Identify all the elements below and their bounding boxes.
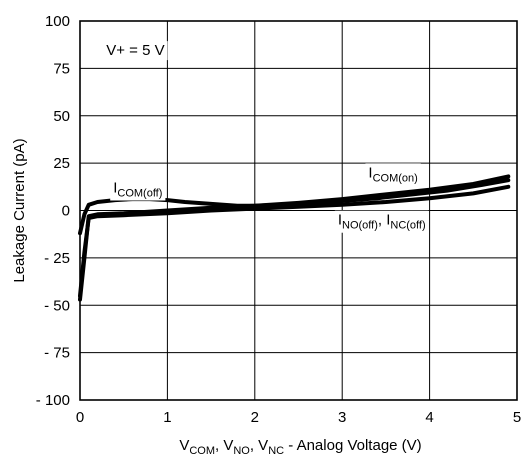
y-tick-label: 0 (62, 203, 70, 220)
x-tick-labels: 0 1 2 3 4 5 (76, 409, 521, 426)
y-tick-label: - 100 (36, 392, 70, 409)
series-line-3 (78, 184, 511, 298)
x-tick-label: 0 (76, 409, 84, 426)
grid-lines (80, 21, 517, 400)
x-tick-label: 2 (251, 409, 259, 426)
x-axis-title: VCOM, VNO, VNC - Analog Voltage (V) (179, 437, 421, 457)
y-tick-label: 25 (53, 155, 70, 172)
annotation-background (365, 163, 421, 186)
x-tick-label: 5 (513, 409, 521, 426)
y-tick-label: - 25 (44, 250, 70, 267)
series-line-1 (78, 178, 511, 236)
y-tick-label: - 75 (44, 345, 70, 362)
series-lines (78, 174, 511, 302)
annotation-background (103, 41, 168, 61)
y-tick-label: 75 (53, 60, 70, 77)
annotation-3: ICOM(on) (368, 164, 417, 184)
y-axis-title: Leakage Current (pA) (11, 138, 28, 282)
annotation-2: ICOM(off) (113, 179, 162, 199)
y-tick-label: - 50 (44, 297, 70, 314)
annotation-background (110, 178, 166, 201)
y-tick-label: 50 (53, 108, 70, 125)
x-tick-label: 1 (163, 409, 171, 426)
y-tick-labels: 100 75 50 25 0 - 25 - 50 - 75 - 100 (36, 13, 70, 409)
annotation-1: V+ = 5 V (106, 42, 164, 59)
x-tick-label: 3 (338, 409, 346, 426)
annotations: V+ = 5 V ICOM(off) ICOM(on) INO(off), INC(o… (103, 41, 429, 233)
plot-frame (79, 20, 518, 401)
y-tick-label: 100 (45, 13, 70, 30)
annotation-background (334, 210, 429, 233)
x-tick-label: 4 (425, 409, 433, 426)
annotation-4: INO(off), INC(off) (338, 212, 426, 232)
